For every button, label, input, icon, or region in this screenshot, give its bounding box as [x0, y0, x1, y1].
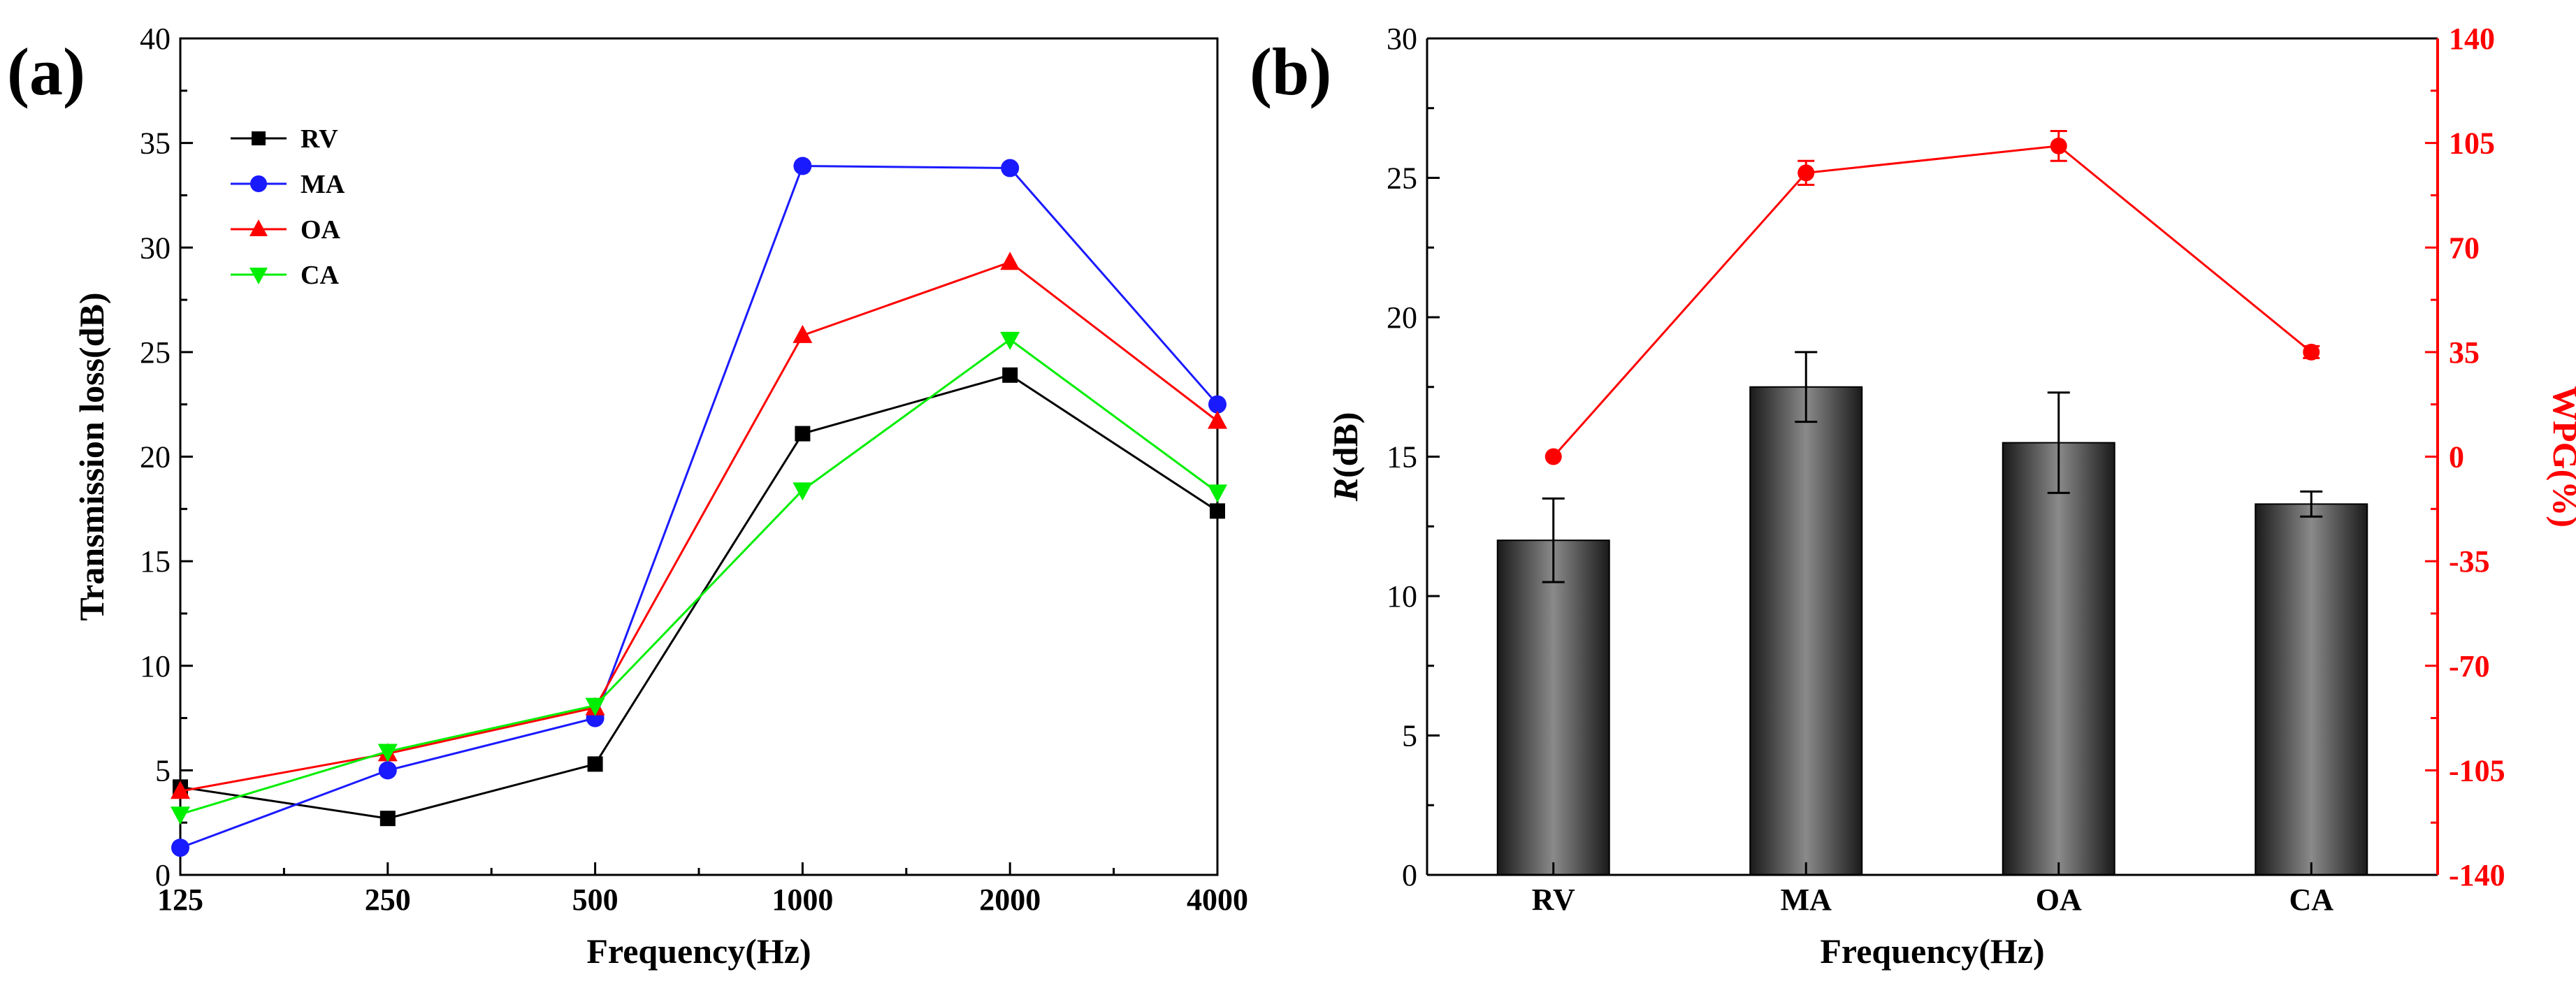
- wpg-series: [1544, 130, 2320, 465]
- x-tick-label: CA: [2289, 883, 2333, 917]
- y2-tick-label: -140: [2449, 858, 2505, 892]
- data-point: [378, 761, 397, 780]
- data-point: [171, 781, 190, 799]
- data-point: [587, 756, 603, 772]
- bar: [2002, 442, 2115, 876]
- y-axis-label-italic: R: [1326, 478, 1365, 502]
- y2-tick-label: 140: [2449, 22, 2495, 56]
- y-tick-label: 15: [1387, 440, 1417, 474]
- y2-tick-label: 70: [2449, 231, 2480, 265]
- y2-tick-label: 105: [2449, 126, 2495, 161]
- bar-group-CA: [2255, 490, 2368, 876]
- wpg-point: [1797, 164, 1815, 182]
- legend-a: RV MA OA CA: [231, 124, 345, 290]
- x-tick-label: 1000: [772, 883, 833, 917]
- series-line: [180, 165, 1219, 849]
- legend-label: OA: [301, 215, 341, 245]
- bar-group-OA: [2002, 391, 2115, 876]
- y-axis-label-b: R(dB): [1326, 412, 1365, 502]
- legend-marker: [252, 131, 266, 145]
- data-point: [1000, 331, 1020, 350]
- data-point: [171, 839, 189, 857]
- y-tick-label: 40: [140, 22, 171, 56]
- data-point: [1208, 410, 1227, 429]
- y-tick-label: 0: [155, 858, 171, 892]
- y-tick-label: 35: [140, 126, 171, 161]
- plot-frame-a: [179, 37, 1219, 876]
- y2-tick-label: -70: [2449, 649, 2490, 683]
- y-tick-label: 10: [140, 649, 171, 683]
- y-tick-label: 5: [155, 753, 171, 788]
- y-tick-label: 15: [140, 544, 171, 579]
- x-tick-label: 250: [365, 883, 411, 917]
- wpg-point: [2303, 343, 2320, 361]
- y-tick-label: 25: [1387, 161, 1417, 196]
- bar: [1749, 386, 1863, 876]
- y-axis-label-a: Transmission loss(dB): [72, 292, 111, 621]
- y2-tick-label: 0: [2449, 440, 2464, 474]
- panel-a-line-chart: (a) 0 5 10 15 20 25 30 35 40 125 250 500 1000 2000 4000…: [7, 22, 1248, 971]
- data-point: [379, 811, 396, 827]
- x-tick-label: OA: [2036, 883, 2082, 917]
- legend-marker: [249, 219, 268, 236]
- x-tick-label: 125: [157, 883, 203, 917]
- data-point: [1208, 395, 1227, 414]
- x-tick-label: 2000: [979, 883, 1041, 917]
- x-tick-label: RV: [1532, 883, 1575, 917]
- legend-marker: [249, 268, 268, 284]
- series-CA: [171, 331, 1227, 825]
- bar-group-RV: [1496, 497, 1610, 876]
- data-point: [171, 806, 190, 825]
- y-axis-label-unit: (dB): [1326, 412, 1365, 478]
- bar-group-MA: [1749, 351, 1863, 876]
- wpg-point: [1544, 448, 1562, 465]
- y2-tick-label: -105: [2449, 753, 2505, 788]
- data-point: [1002, 367, 1018, 383]
- x-tick-label: 4000: [1187, 883, 1248, 917]
- data-point: [1210, 503, 1225, 519]
- y2-tick-label: 35: [2449, 335, 2480, 370]
- bar: [2255, 503, 2368, 876]
- data-point: [793, 157, 812, 175]
- series-line: [180, 261, 1218, 792]
- legend-marker: [250, 175, 267, 192]
- data-point: [1000, 252, 1020, 270]
- wpg-line: [1552, 145, 2313, 458]
- x-axis-label-b: Frequency(Hz): [1820, 931, 2044, 971]
- bar: [1496, 539, 1610, 876]
- y-tick-label: 5: [1402, 719, 1417, 753]
- data-point: [377, 744, 398, 762]
- panel-b-bar-chart: (b) 0 5 10 15 20 25 30 -140 -105 -70 -35 0 35 70 105 140…: [1250, 22, 2576, 971]
- series-OA: [171, 252, 1227, 799]
- y-tick-label: 30: [1387, 22, 1417, 56]
- y-tick-label: 20: [140, 440, 171, 474]
- data-point: [1001, 159, 1020, 177]
- series-line: [180, 338, 1218, 815]
- legend-label: CA: [301, 261, 339, 290]
- y-tick-label: 10: [1387, 579, 1417, 614]
- data-point: [1208, 484, 1227, 503]
- data-point: [793, 324, 813, 343]
- y-tick-label: 0: [1402, 858, 1417, 892]
- data-point: [795, 426, 811, 442]
- data-point: [585, 697, 605, 716]
- data-point: [793, 482, 813, 501]
- x-tick-label: MA: [1781, 883, 1832, 917]
- y2-tick-label: -35: [2449, 544, 2490, 579]
- panel-label-a: (a): [7, 34, 85, 109]
- y-tick-label: 25: [140, 335, 171, 370]
- x-axis-label-a: Frequency(Hz): [586, 931, 811, 971]
- y-tick-label: 20: [1387, 300, 1417, 335]
- wpg-point: [2050, 137, 2067, 154]
- legend-label: MA: [301, 170, 345, 199]
- legend-label: RV: [301, 124, 338, 154]
- y2-axis-label-b: WPG(%): [2546, 386, 2576, 528]
- y-tick-label: 30: [140, 231, 171, 265]
- panel-label-b: (b): [1250, 34, 1331, 109]
- x-tick-label: 500: [572, 883, 618, 917]
